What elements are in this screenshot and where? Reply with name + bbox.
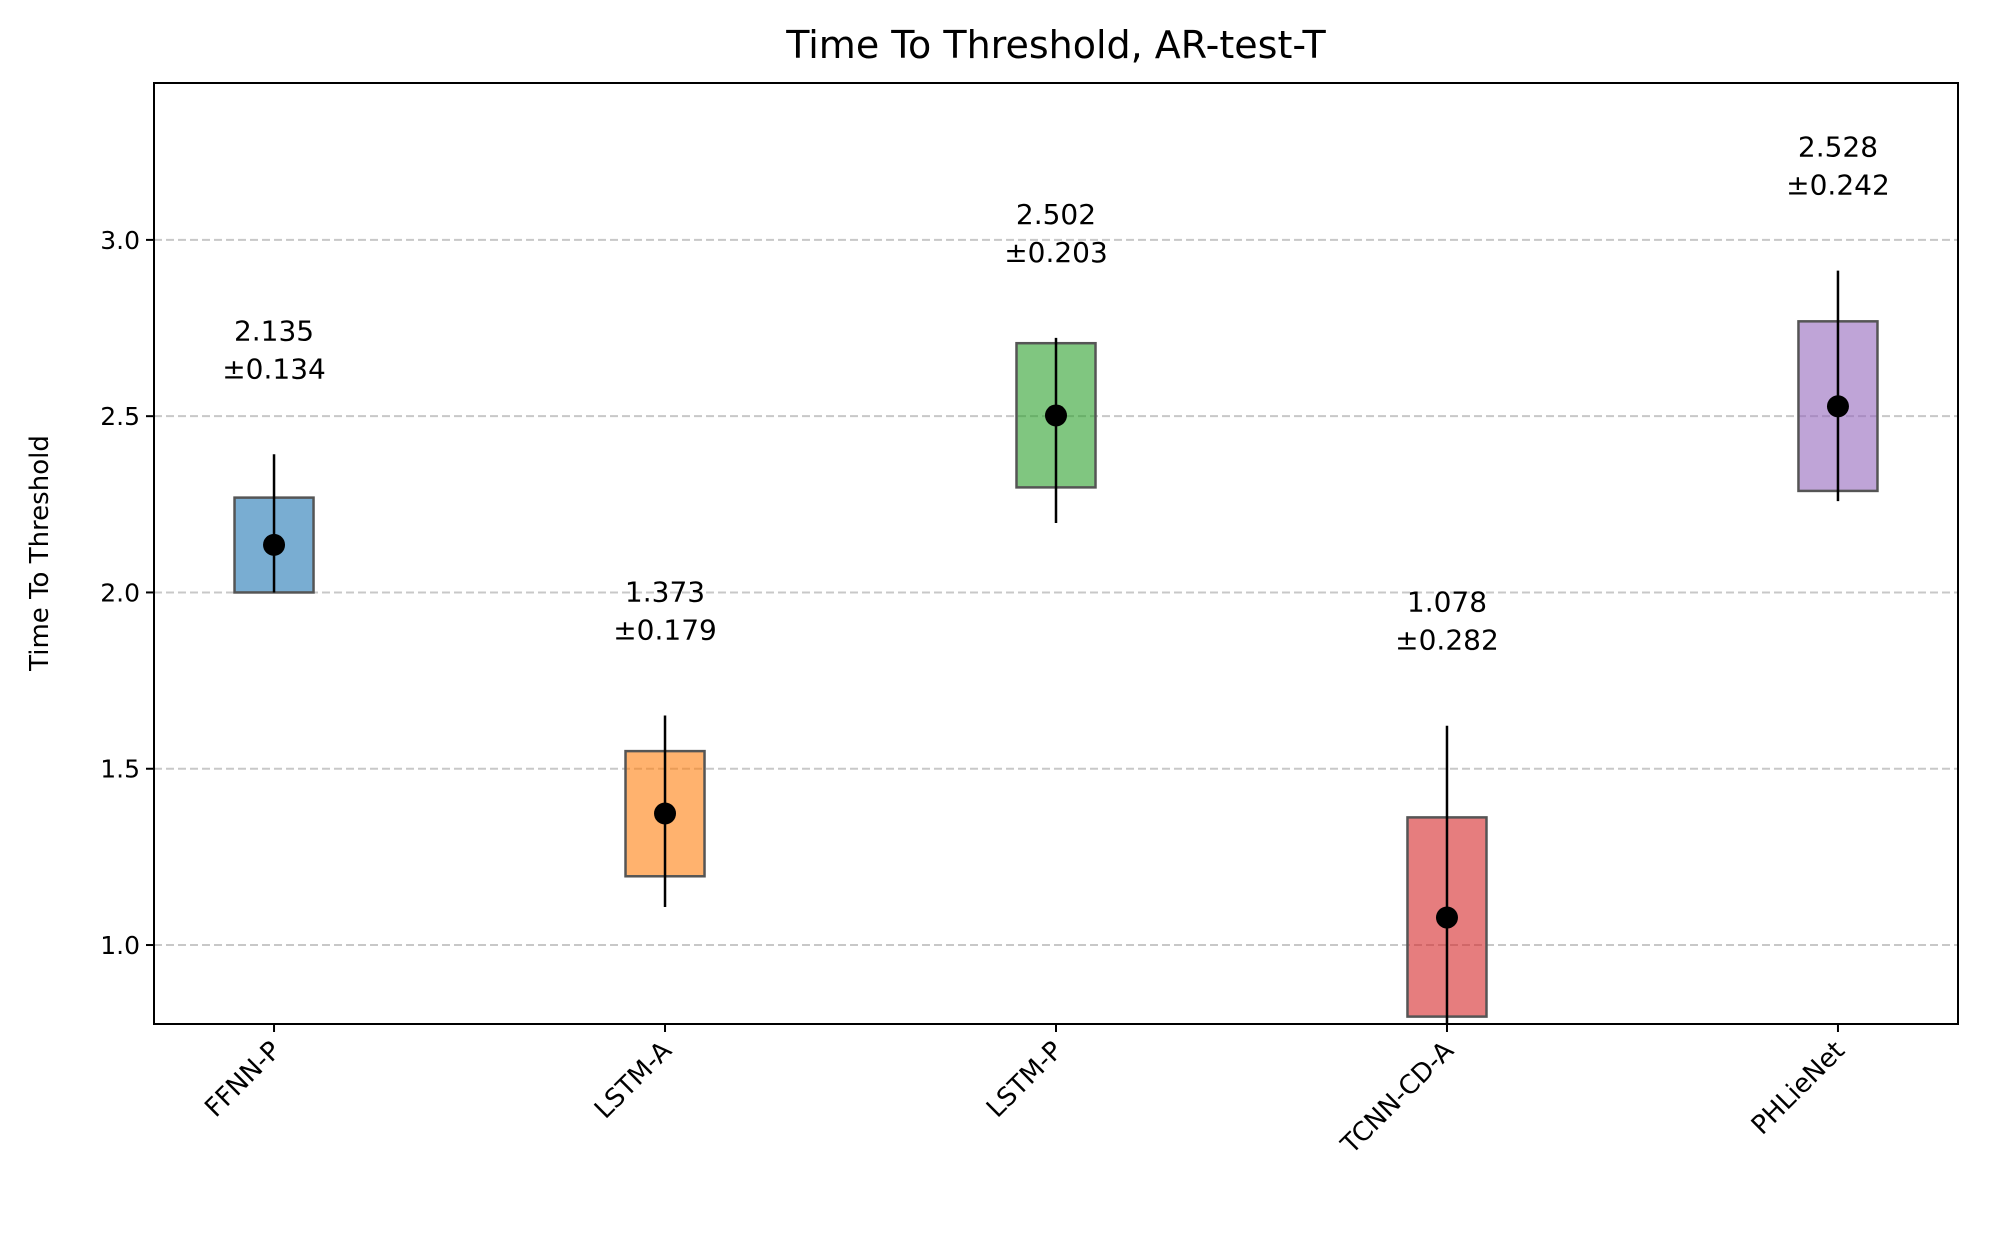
plot-area bbox=[233, 270, 1879, 1024]
x-tick-label: FFNN-P bbox=[199, 1036, 287, 1124]
mean-dot bbox=[654, 802, 677, 825]
chart-title: Time To Threshold, AR-test-T bbox=[785, 23, 1326, 67]
value-label: 2.502 bbox=[1016, 198, 1096, 231]
value-label: 2.528 bbox=[1798, 131, 1878, 164]
error-label: ±0.203 bbox=[1004, 236, 1108, 269]
x-tick-label: TCNN-CD-A bbox=[1335, 1036, 1460, 1161]
axes-labels: 1.0 1.5 2.0 2.5 3.0 FFNN-P LSTM-A LSTM-P TCNN-CD… bbox=[100, 226, 1851, 1161]
y-tick-label: 2.0 bbox=[100, 578, 140, 607]
value-label: 1.373 bbox=[625, 576, 705, 609]
y-tick-label: 3.0 bbox=[100, 226, 140, 255]
mean-dot bbox=[263, 533, 286, 556]
error-label: ±0.179 bbox=[613, 614, 717, 647]
y-tick-label: 1.5 bbox=[100, 755, 140, 784]
value-label: 1.078 bbox=[1407, 586, 1487, 619]
mean-dot bbox=[1435, 906, 1458, 929]
y-tick-label: 2.5 bbox=[100, 402, 140, 431]
x-tick-label: PHLieNet bbox=[1746, 1036, 1851, 1141]
error-label: ±0.134 bbox=[222, 352, 326, 385]
grid bbox=[154, 238, 1958, 947]
x-tick-label: LSTM-A bbox=[589, 1036, 678, 1125]
value-label: 2.135 bbox=[234, 314, 314, 347]
y-axis-label: Time To Threshold bbox=[25, 435, 55, 672]
x-tick-label: LSTM-P bbox=[981, 1036, 1069, 1124]
error-label: ±0.242 bbox=[1786, 169, 1890, 202]
mean-dot bbox=[1045, 404, 1067, 427]
error-label: ±0.282 bbox=[1395, 624, 1499, 657]
mean-dot bbox=[1826, 395, 1849, 418]
y-tick-label: 1.0 bbox=[100, 931, 140, 960]
